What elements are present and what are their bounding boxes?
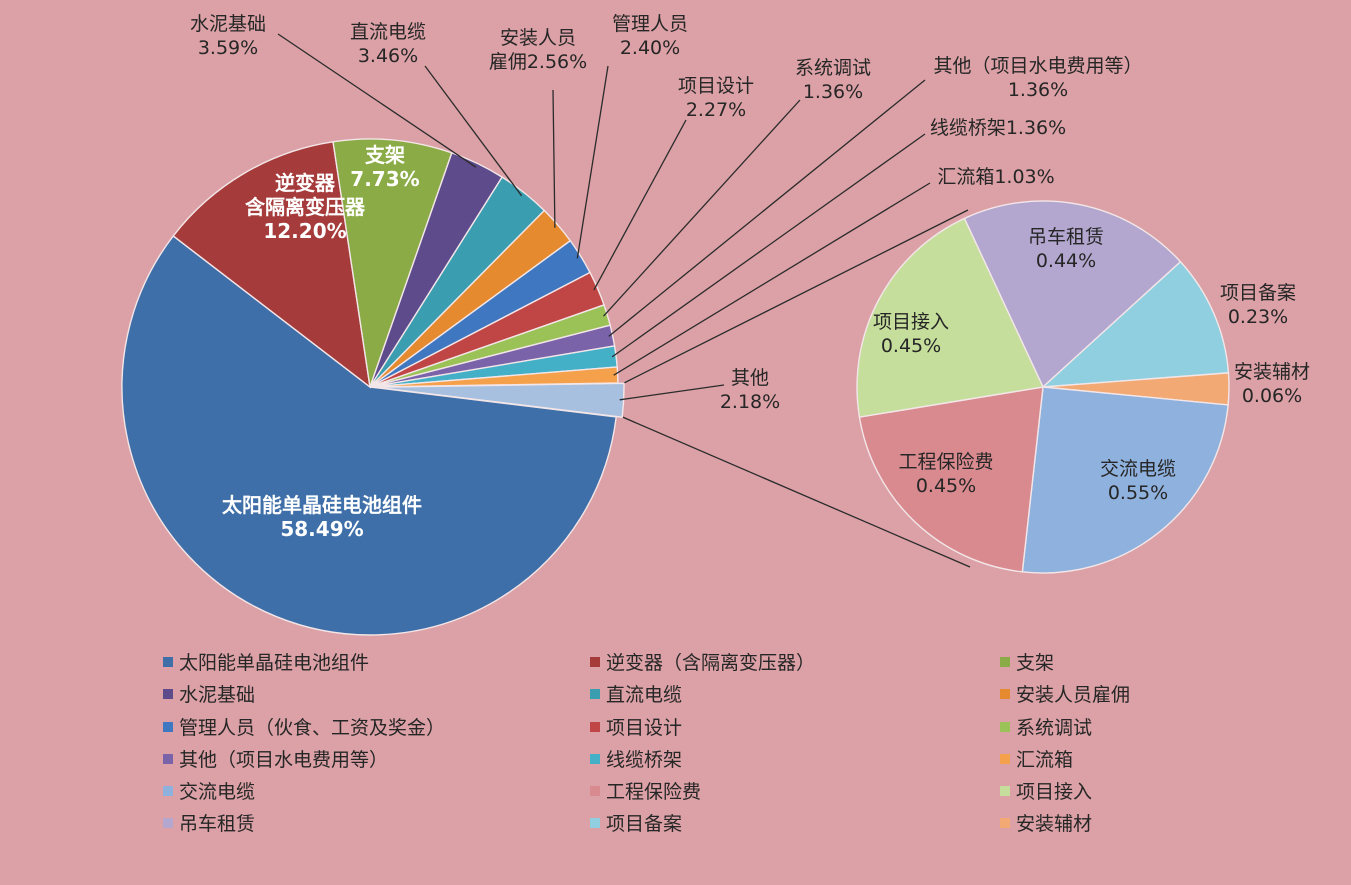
legend-label: 线缆桥架 xyxy=(606,749,682,771)
legend-label: 项目设计 xyxy=(606,717,682,739)
legend-item-系统调试: 系统调试 xyxy=(1000,717,1092,739)
legend-swatch xyxy=(590,722,600,732)
legend-swatch xyxy=(1000,689,1010,699)
legend-item-逆变器含隔离变压器: 逆变器（含隔离变压器） xyxy=(590,652,815,674)
slice-label-汇流箱: 汇流箱1.03% xyxy=(937,166,1054,188)
slice-label-支架: 支架 7.73% xyxy=(350,143,419,191)
legend-label: 项目备案 xyxy=(606,813,682,835)
slice-label-系统调试: 系统调试 1.36% xyxy=(795,57,871,103)
legend-item-其他项目水电费用等: 其他（项目水电费用等） xyxy=(163,749,388,771)
sub-slice-label-工程保险费: 工程保险费 0.45% xyxy=(898,451,993,497)
legend-swatch xyxy=(163,754,173,764)
legend-item-汇流箱: 汇流箱 xyxy=(1000,749,1073,771)
legend-item-交流电缆: 交流电缆 xyxy=(163,781,255,803)
sub-slice-工程保险费 xyxy=(858,386,1044,573)
legend-item-项目备案: 项目备案 xyxy=(590,813,682,835)
connector-line-bottom xyxy=(621,416,971,568)
legend-item-支架: 支架 xyxy=(1000,652,1054,674)
main-slice-支架 xyxy=(332,138,453,388)
sub-slice-吊车租赁 xyxy=(963,200,1182,389)
legend-item-管理人员伙食工资及奖金: 管理人员（伙食、工资及奖金） xyxy=(163,717,445,739)
sub-slice-label-项目接入: 项目接入 0.45% xyxy=(873,311,949,357)
legend-item-工程保险费: 工程保险费 xyxy=(590,781,701,803)
legend-label: 交流电缆 xyxy=(179,781,255,803)
sub-slice-项目接入 xyxy=(856,217,1045,418)
leader-line-其他项目水电费用等 xyxy=(608,79,926,337)
legend-swatch xyxy=(163,689,173,699)
leader-line-安装人员雇佣 xyxy=(552,89,556,228)
slice-label-其他: 其他 2.18% xyxy=(720,367,780,413)
legend-swatch xyxy=(1000,722,1010,732)
legend-label: 太阳能单晶硅电池组件 xyxy=(179,652,369,674)
legend-item-水泥基础: 水泥基础 xyxy=(163,684,255,706)
slice-label-管理人员伙食工资及奖金: 管理人员 2.40% xyxy=(612,13,688,59)
legend-label: 水泥基础 xyxy=(179,684,255,706)
leader-line-线缆桥架 xyxy=(611,133,926,358)
legend-label: 直流电缆 xyxy=(606,684,682,706)
legend-label: 系统调试 xyxy=(1016,717,1092,739)
legend-item-吊车租赁: 吊车租赁 xyxy=(163,813,255,835)
legend-item-安装人员雇佣: 安装人员雇佣 xyxy=(1000,684,1130,706)
leader-line-管理人员伙食工资及奖金 xyxy=(576,65,609,259)
legend-swatch xyxy=(163,818,173,828)
legend-label: 吊车租赁 xyxy=(179,813,255,835)
connector-line-top xyxy=(623,209,969,384)
leader-line-其他 xyxy=(619,384,725,401)
legend-swatch xyxy=(1000,818,1010,828)
legend-label: 安装辅材 xyxy=(1016,813,1092,835)
slice-label-项目设计: 项目设计 2.27% xyxy=(678,75,754,121)
legend-swatch xyxy=(590,754,600,764)
legend-label: 工程保险费 xyxy=(606,781,701,803)
legend-swatch xyxy=(1000,754,1010,764)
sub-slice-项目备案 xyxy=(1041,260,1230,388)
sub-slice-label-吊车租赁: 吊车租赁 0.44% xyxy=(1028,226,1104,272)
legend-label: 管理人员（伙食、工资及奖金） xyxy=(179,717,445,739)
sub-slice-label-项目备案: 项目备案 0.23% xyxy=(1220,282,1296,328)
legend-item-线缆桥架: 线缆桥架 xyxy=(590,749,682,771)
slice-label-安装人员雇佣: 安装人员雇佣2.56% xyxy=(489,27,587,73)
main-slice-其他 xyxy=(375,382,625,418)
slice-label-直流电缆: 直流电缆 3.46% xyxy=(350,21,426,67)
sub-slice-交流电缆 xyxy=(1021,386,1229,574)
leader-line-水泥基础 xyxy=(277,33,477,168)
legend-swatch xyxy=(163,786,173,796)
legend-swatch xyxy=(1000,786,1010,796)
legend-label: 汇流箱 xyxy=(1016,749,1073,771)
main-slice-汇流箱 xyxy=(369,366,619,388)
slice-label-逆变器含隔离变压器: 逆变器含隔离变压器 12.20% xyxy=(245,171,366,243)
legend-swatch xyxy=(1000,657,1010,667)
main-slice-太阳能单晶硅电池组件 xyxy=(121,235,617,636)
sub-slice-label-交流电缆: 交流电缆 0.55% xyxy=(1100,458,1176,504)
slice-label-太阳能单晶硅电池组件: 太阳能单晶硅电池组件 58.49% xyxy=(222,493,422,541)
leader-line-系统调试 xyxy=(603,99,801,317)
legend-label: 项目接入 xyxy=(1016,781,1092,803)
legend-label: 支架 xyxy=(1016,652,1054,674)
legend-item-安装辅材: 安装辅材 xyxy=(1000,813,1092,835)
slice-label-线缆桥架: 线缆桥架1.36% xyxy=(930,117,1066,139)
legend-item-项目接入: 项目接入 xyxy=(1000,781,1092,803)
leader-line-汇流箱 xyxy=(613,182,931,376)
legend-swatch xyxy=(590,689,600,699)
legend-item-直流电缆: 直流电缆 xyxy=(590,684,682,706)
legend-swatch xyxy=(163,722,173,732)
legend-swatch xyxy=(163,657,173,667)
legend-label: 逆变器（含隔离变压器） xyxy=(606,652,815,674)
sub-slice-label-安装辅材: 安装辅材 0.06% xyxy=(1234,361,1310,407)
leader-line-直流电缆 xyxy=(424,65,523,197)
main-slice-逆变器含隔离变压器 xyxy=(172,140,371,389)
slice-label-水泥基础: 水泥基础 3.59% xyxy=(190,13,266,59)
leader-line-项目设计 xyxy=(593,119,687,291)
legend-swatch xyxy=(590,786,600,796)
legend-label: 其他（项目水电费用等） xyxy=(179,749,388,771)
legend-item-太阳能单晶硅电池组件: 太阳能单晶硅电池组件 xyxy=(163,652,369,674)
legend-swatch xyxy=(590,818,600,828)
slice-label-其他项目水电费用等: 其他（项目水电费用等） 1.36% xyxy=(933,55,1142,101)
legend-label: 安装人员雇佣 xyxy=(1016,684,1130,706)
legend-item-项目设计: 项目设计 xyxy=(590,717,682,739)
legend-swatch xyxy=(590,657,600,667)
